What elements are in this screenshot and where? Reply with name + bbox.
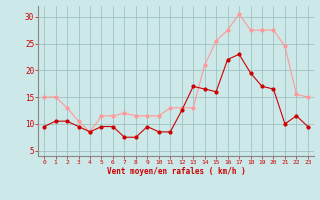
- X-axis label: Vent moyen/en rafales ( km/h ): Vent moyen/en rafales ( km/h ): [107, 167, 245, 176]
